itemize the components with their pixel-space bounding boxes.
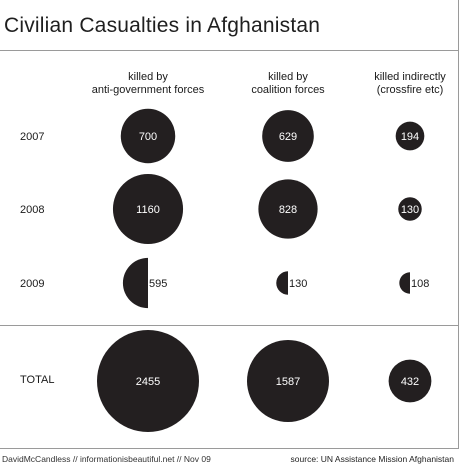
- bubble-total-col1: [97, 330, 199, 432]
- bubble-2007-col1: [120, 108, 176, 164]
- footer-source: source: UN Assistance Mission Afghanista…: [290, 454, 454, 464]
- bubble-2009-col2: [276, 271, 288, 295]
- column-header-line: coalition forces: [251, 84, 325, 96]
- column-header-line: killed indirectly: [374, 71, 446, 83]
- bubble-2008-col2: [258, 179, 318, 239]
- column-header-line: killed by: [268, 71, 308, 83]
- bubble-value-label: 108: [411, 278, 429, 290]
- bubble-value-label: 1587: [276, 376, 300, 388]
- bubble-value-label: 2455: [136, 376, 160, 388]
- bubble-value-label: 432: [401, 376, 419, 388]
- bubble-2007-col3: [395, 121, 425, 151]
- bubble-2009-col3: [399, 272, 410, 294]
- bubble-value-label: 194: [401, 131, 419, 143]
- chart-title: Civilian Casualties in Afghanistan: [4, 14, 321, 37]
- bubble-2007-col2: [262, 110, 314, 162]
- column-header-line: (crossfire etc): [376, 84, 444, 96]
- bubble-value-label: 700: [139, 131, 157, 143]
- row-label-2007: 2007: [20, 131, 45, 143]
- row-label-2008: 2008: [20, 204, 45, 216]
- row-label-2009: 2009: [20, 278, 45, 290]
- bubble-2008-col3: [398, 197, 422, 221]
- bubble-value-label: 130: [401, 204, 419, 216]
- bubble-2008-col1: [112, 173, 184, 245]
- bubble-2009-col1: [122, 257, 148, 309]
- column-header-line: killed by: [128, 71, 168, 83]
- total-divider: [0, 325, 459, 326]
- column-header-line: anti-government forces: [91, 84, 205, 96]
- bubble-value-label: 1160: [136, 204, 160, 216]
- row-label-total: TOTAL: [20, 374, 55, 386]
- bubble-total-col3: [388, 359, 432, 403]
- bubble-total-col2: [246, 339, 330, 423]
- bubble-grid: 700 629 194 1160 828 130 595 130 108 2455 1587 432: [97, 108, 432, 432]
- column-header-coalition: killed by coalition forces: [213, 71, 363, 97]
- footer-credit: DavidMcCandless // informationisbeautifu…: [2, 454, 211, 464]
- bubble-value-label: 130: [289, 278, 307, 290]
- column-header-indirect: killed indirectly (crossfire etc): [335, 71, 460, 97]
- bubble-value-label: 595: [149, 278, 167, 290]
- bubble-value-label: 629: [279, 131, 297, 143]
- bubble-value-label: 828: [279, 204, 297, 216]
- chart-frame: [0, 0, 459, 449]
- column-header-anti-government: killed by anti-government forces: [73, 71, 223, 97]
- title-divider: [0, 50, 459, 51]
